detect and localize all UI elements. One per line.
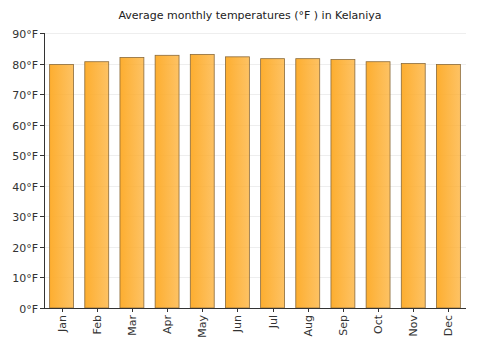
y-tick-label: 50°F <box>12 150 38 163</box>
y-tick-label: 10°F <box>12 272 38 285</box>
x-axis <box>44 308 466 309</box>
y-tick-label: 60°F <box>12 120 38 133</box>
bar <box>190 54 214 308</box>
x-tick-label: Jan <box>56 315 69 333</box>
y-tick-label: 30°F <box>12 211 38 224</box>
x-tick-label: Apr <box>161 315 174 335</box>
y-tick <box>40 277 44 278</box>
bar <box>225 57 249 308</box>
x-tick-label: Sep <box>337 315 350 336</box>
grid-line <box>44 308 466 309</box>
bar <box>85 62 109 308</box>
y-tick-label: 0°F <box>19 303 38 316</box>
bar <box>296 59 320 308</box>
y-axis <box>44 33 45 308</box>
y-tick <box>40 64 44 65</box>
chart-container: Average monthly temperatures (°F ) in Ke… <box>0 0 500 350</box>
y-tick-label: 20°F <box>12 242 38 255</box>
y-tick <box>40 125 44 126</box>
chart-svg: Average monthly temperatures (°F ) in Ke… <box>0 0 500 350</box>
x-tick-label: Feb <box>91 315 104 334</box>
bar <box>401 64 425 308</box>
bar <box>331 60 355 308</box>
y-tick <box>40 216 44 217</box>
x-tick-label: Dec <box>442 315 455 336</box>
x-tick-label: Mar <box>126 315 139 336</box>
grid-line <box>44 33 466 34</box>
y-tick <box>40 33 44 34</box>
x-tick-label: Nov <box>407 315 420 337</box>
bar <box>366 62 390 308</box>
title: Average monthly temperatures (°F ) in Ke… <box>118 9 381 22</box>
bar <box>50 64 74 308</box>
bars <box>50 54 461 308</box>
y-tick <box>40 94 44 95</box>
grid <box>44 34 466 309</box>
y-tick-label: 90°F <box>12 28 38 41</box>
bar <box>120 57 144 308</box>
x-tick-label: Oct <box>372 314 385 334</box>
bar <box>436 64 460 308</box>
x-tick-label: May <box>196 315 209 338</box>
y-tick <box>40 308 44 309</box>
x-tick-label: Jul <box>267 315 280 329</box>
x-tick-label: Aug <box>302 315 315 336</box>
y-tick <box>40 247 44 248</box>
y-tick-label: 80°F <box>12 59 38 72</box>
y-tick-label: 70°F <box>12 89 38 102</box>
y-tick <box>40 186 44 187</box>
x-tick-label: Jun <box>231 315 244 333</box>
bar <box>155 55 179 308</box>
y-tick-label: 40°F <box>12 181 38 194</box>
y-tick <box>40 155 44 156</box>
bar <box>261 59 285 308</box>
